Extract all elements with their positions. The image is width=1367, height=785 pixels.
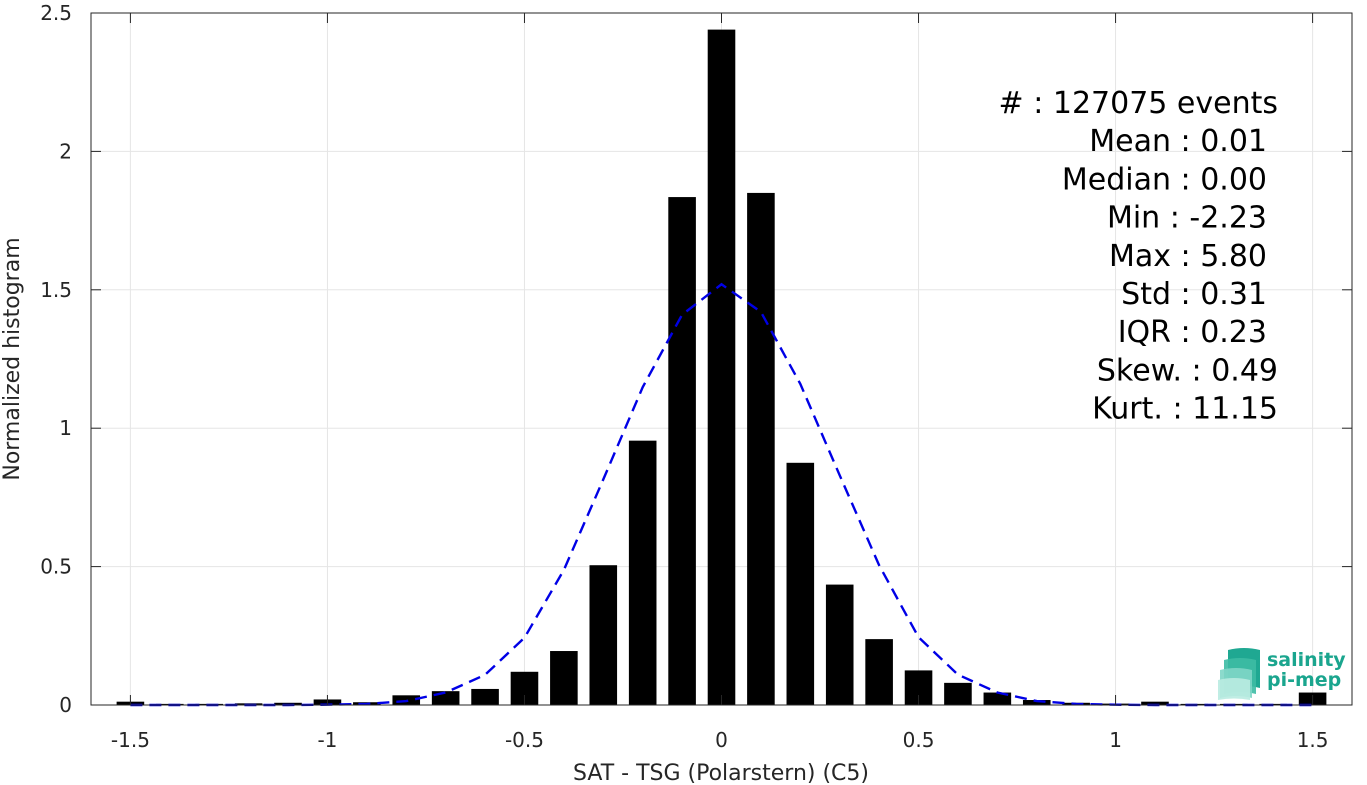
stat-line: Mean : 0.01 [1089,124,1267,159]
stat-line: Max : 5.80 [1109,239,1267,274]
y-tick-labels: 0 0.5 1 1.5 2 2.5 [40,1,72,717]
x-tick-label: -1 [317,728,337,752]
histogram-bar [1141,701,1169,705]
salinity-pi-mep-logo: salinity pi-mep [1218,648,1346,700]
x-tick-label: 1 [1109,728,1122,752]
y-tick-label: 1 [59,416,72,440]
x-axis-label: SAT - TSG (Polarstern) (C5) [573,761,869,785]
logo-line1: salinity [1267,649,1346,671]
x-tick-label: 0.5 [903,728,935,752]
x-tick-label: 1.5 [1297,728,1329,752]
histogram-bar [589,565,618,705]
histogram-bar [983,692,1012,705]
histogram-bar [786,462,815,705]
y-tick-label: 1.5 [40,278,72,302]
y-tick-label: 2.5 [40,1,72,25]
y-axis-label: Normalized histogram [0,237,25,480]
histogram-bar [1022,700,1051,705]
x-tick-labels: -1.5 -1 -0.5 0 0.5 1 1.5 [111,728,1329,752]
axes-box [90,12,1353,706]
histogram-bar [628,440,657,705]
histogram-bar [431,691,460,705]
stat-line: IQR : 0.23 [1118,315,1267,350]
logo-line2: pi-mep [1267,669,1341,691]
x-tick-label: -0.5 [505,728,544,752]
histogram-bar [707,29,736,706]
y-tick-label: 2 [59,139,72,163]
histogram-bar [865,639,893,705]
histogram-bar [825,584,854,705]
histogram-bars [116,29,1327,706]
x-tick-label: -1.5 [111,728,150,752]
y-tick-label: 0 [59,693,72,717]
x-tick-label: 0 [715,728,728,752]
logo-waves-icon [1218,648,1260,700]
stat-line: Kurt. : 11.15 [1092,392,1278,427]
histogram-bar [747,192,775,706]
stat-line: Skew. : 0.49 [1097,353,1278,388]
y-tick-label: 0.5 [40,555,72,579]
stat-line: # : 127075 events [999,86,1278,121]
histogram-bar [471,688,499,705]
stat-line: Std : 0.31 [1121,277,1267,312]
histogram-bar [944,682,972,705]
histogram-bar [668,197,696,705]
histogram-bar [550,651,578,705]
stat-line: Median : 0.00 [1062,162,1267,197]
stat-line: Min : -2.23 [1107,201,1267,236]
